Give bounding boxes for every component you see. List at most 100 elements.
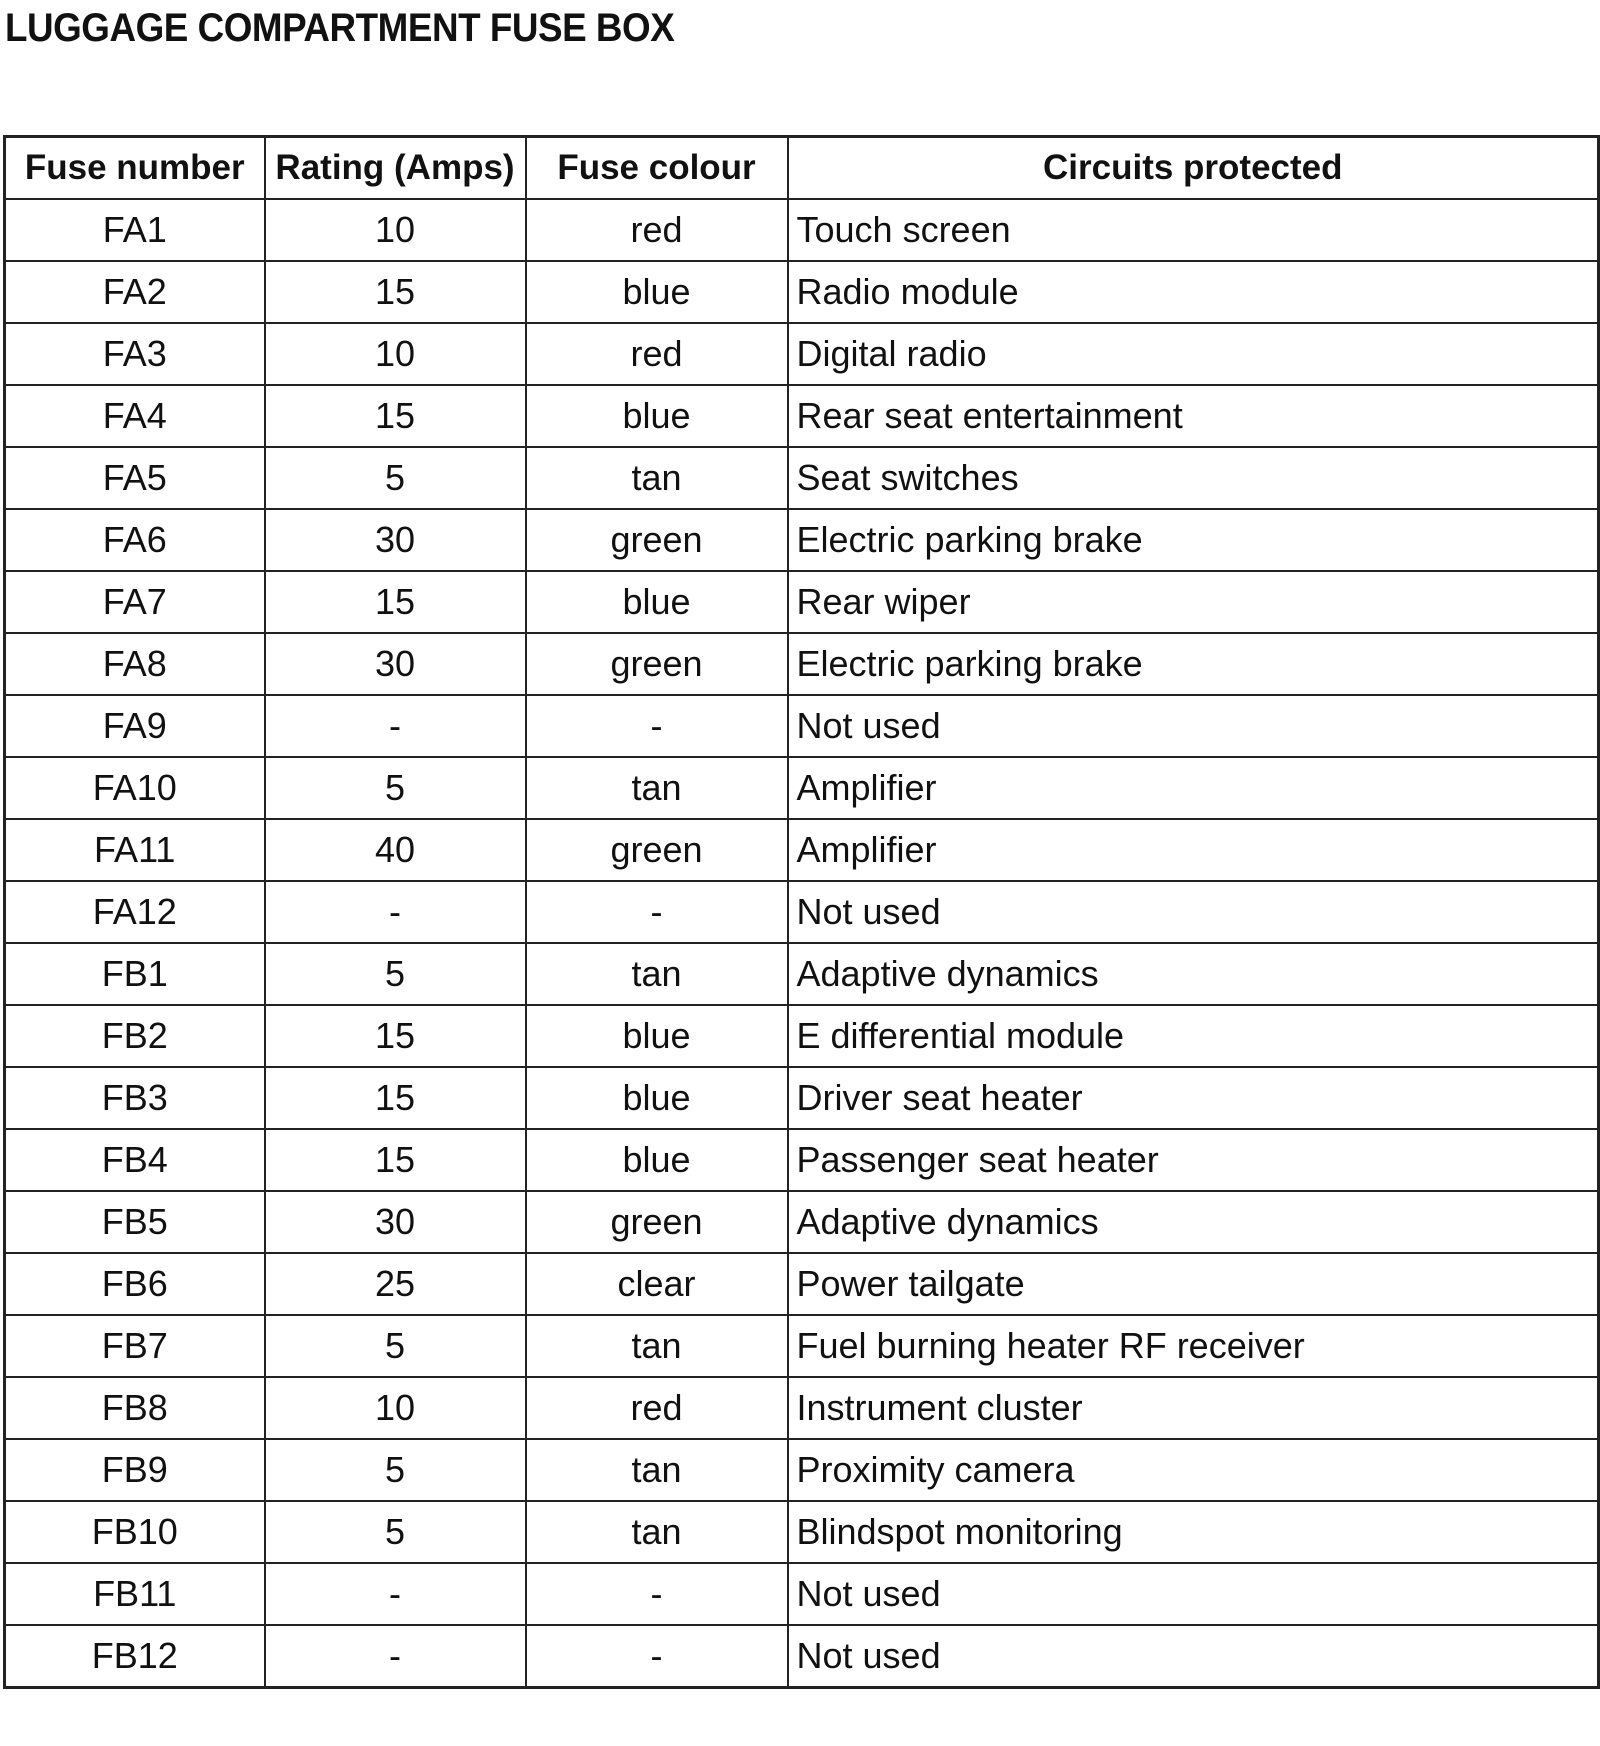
table-header: Fuse number Rating (Amps) Fuse colour Circu… [3,135,1600,200]
table-cell: FA8 [3,632,266,696]
table-row: FB9 5 tan Proximity camera [3,1438,1600,1502]
table-cell: green [524,508,789,572]
table-cell: 5 [263,1314,527,1378]
header-cell: Circuits protected [786,135,1600,200]
table-cell: blue [524,1004,789,1068]
table-row: FA2 15 blue Radio module [3,260,1600,324]
table-cell: green [524,1190,789,1254]
table-cell: 15 [263,384,527,448]
table-cell: 5 [263,1500,527,1564]
table-row: FB5 30 green Adaptive dynamics [3,1190,1600,1254]
table-cell: FB10 [3,1500,266,1564]
table-cell: Adaptive dynamics [786,942,1600,1006]
table-cell: FB8 [3,1376,266,1440]
table-cell: green [524,818,789,882]
table-cell: FA3 [3,322,266,386]
table-row: FA10 5 tan Amplifier [3,756,1600,820]
table-row: FB6 25 clear Power tailgate [3,1252,1600,1316]
table-cell: Amplifier [786,756,1600,820]
header-row: Fuse number Rating (Amps) Fuse colour Circu… [3,135,1600,200]
table-cell: 15 [263,260,527,324]
table-cell: E differential module [786,1004,1600,1068]
table-cell: Blindspot monitoring [786,1500,1600,1564]
table-cell: - [263,694,527,758]
table-cell: 15 [263,570,527,634]
table-cell: blue [524,1128,789,1192]
table-cell: FA7 [3,570,266,634]
table-cell: Rear wiper [786,570,1600,634]
table-cell: 5 [263,942,527,1006]
table-cell: FB2 [3,1004,266,1068]
table-row: FA4 15 blue Rear seat entertainment [3,384,1600,448]
table-cell: - [524,1624,789,1689]
table-cell: Instrument cluster [786,1376,1600,1440]
table-cell: red [524,1376,789,1440]
table-cell: FB12 [3,1624,266,1689]
table-cell: Electric parking brake [786,508,1600,572]
table-cell: 5 [263,756,527,820]
table-row: FA11 40 green Amplifier [3,818,1600,882]
table-cell: Driver seat heater [786,1066,1600,1130]
table-cell: 15 [263,1004,527,1068]
table-row: FA7 15 blue Rear wiper [3,570,1600,634]
table-row: FB8 10 red Instrument cluster [3,1376,1600,1440]
table-cell: tan [524,1500,789,1564]
table-cell: 10 [263,1376,527,1440]
table-cell: - [524,880,789,944]
table-cell: 5 [263,446,527,510]
table-row: FB10 5 tan Blindspot monitoring [3,1500,1600,1564]
table-cell: Proximity camera [786,1438,1600,1502]
table-row: FB2 15 blue E differential module [3,1004,1600,1068]
table-row: FB4 15 blue Passenger seat heater [3,1128,1600,1192]
table-cell: - [524,1562,789,1626]
table-cell: FB7 [3,1314,266,1378]
table-cell: FB11 [3,1562,266,1626]
table-cell: Not used [786,1562,1600,1626]
table-cell: FB3 [3,1066,266,1130]
table-cell: 30 [263,632,527,696]
table-cell: Fuel burning heater RF receiver [786,1314,1600,1378]
table-cell: tan [524,756,789,820]
table-cell: 5 [263,1438,527,1502]
header-cell: Rating (Amps) [263,135,527,200]
table-row: FB7 5 tan Fuel burning heater RF receiver [3,1314,1600,1378]
table-row: FA1 10 red Touch screen [3,198,1600,262]
table-cell: FA6 [3,508,266,572]
table-cell: 30 [263,508,527,572]
table-cell: Rear seat entertainment [786,384,1600,448]
fuse-table: Fuse number Rating (Amps) Fuse colour Circu… [3,135,1600,1689]
table-row: FA6 30 green Electric parking brake [3,508,1600,572]
table-cell: FA12 [3,880,266,944]
table-cell: Not used [786,694,1600,758]
table-cell: 10 [263,322,527,386]
table-cell: 15 [263,1128,527,1192]
table-cell: FA1 [3,198,266,262]
table-cell: - [263,1562,527,1626]
table-cell: Adaptive dynamics [786,1190,1600,1254]
table-row: FA12- - Not used [3,880,1600,944]
table-cell: FA5 [3,446,266,510]
table-cell: blue [524,260,789,324]
table-cell: 25 [263,1252,527,1316]
table-cell: FB4 [3,1128,266,1192]
table-cell: - [263,880,527,944]
table-cell: blue [524,570,789,634]
table-cell: 15 [263,1066,527,1130]
table-cell: red [524,198,789,262]
table-row: FA3 10 red Digital radio [3,322,1600,386]
table-cell: FB6 [3,1252,266,1316]
table-cell: FA4 [3,384,266,448]
table-row: FB11- - Not used [3,1562,1600,1626]
table-cell: Digital radio [786,322,1600,386]
table-cell: 40 [263,818,527,882]
table-cell: tan [524,1438,789,1502]
title: LUGGAGE COMPARTMENT FUSE BOX [5,6,675,50]
table-cell: Radio module [786,260,1600,324]
table-cell: FB5 [3,1190,266,1254]
table-cell: green [524,632,789,696]
table-cell: Seat switches [786,446,1600,510]
table-cell: Amplifier [786,818,1600,882]
table-row: FB12- - Not used [3,1624,1600,1689]
table-cell: red [524,322,789,386]
